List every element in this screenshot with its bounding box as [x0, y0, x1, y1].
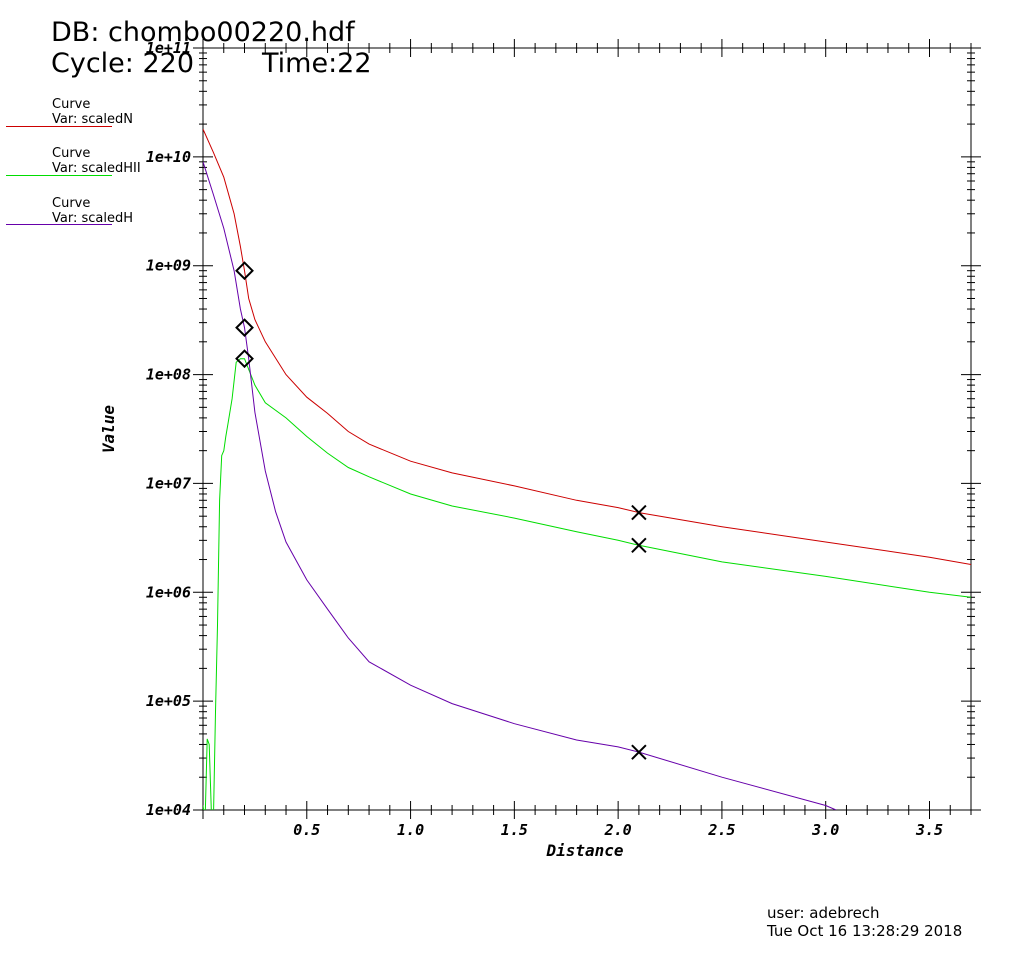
- x-tick-label: 2.0: [604, 821, 632, 839]
- x-tick-label: 1.0: [397, 821, 424, 839]
- footer-date: Tue Oct 16 13:28:29 2018: [767, 922, 963, 940]
- y-tick-label: 1e+11: [146, 39, 191, 57]
- curve-scaledHII: [203, 358, 971, 810]
- curve-scaledN: [203, 128, 971, 565]
- time-label: Time:22: [262, 48, 372, 79]
- start-marker-scaledHII: [235, 349, 254, 369]
- end-marker-scaledH: [631, 744, 647, 760]
- end-marker-scaledN: [631, 504, 647, 521]
- legend-var-scaledH: Var: scaledH: [52, 211, 134, 226]
- curves: [203, 128, 971, 810]
- legend-swatch-scaledHII: [6, 175, 112, 176]
- x-axis-title: Distance: [545, 841, 623, 860]
- legend-var-scaledN: Var: scaledN: [52, 112, 133, 127]
- x-tick-label: 1.5: [501, 821, 528, 839]
- y-tick-label: 1e+07: [146, 474, 191, 492]
- start-marker-scaledH: [235, 318, 254, 338]
- curve-markers: [235, 261, 647, 760]
- footer-user: user: adebrech: [767, 904, 880, 922]
- axis-tick-labels: 0.5 1.0 1.5 2.0 2.5 3.0 3.5 1e+04 1e+05 1e+06 1e+0…: [146, 39, 943, 839]
- y-tick-label: 1e+04: [146, 801, 191, 819]
- cycle-label: Cycle: 220: [51, 48, 195, 79]
- y-tick-label: 1e+08: [146, 366, 191, 384]
- plot-frame: [202, 47, 972, 811]
- legend-var-scaledHII: Var: scaledHII: [52, 161, 141, 176]
- x-tick-label: 0.5: [293, 821, 320, 839]
- legend-kind-scaledHII: Curve: [52, 146, 91, 161]
- y-tick-label: 1e+05: [146, 692, 191, 710]
- legend-swatch-scaledN: [6, 126, 112, 127]
- start-marker-scaledN: [235, 261, 254, 281]
- curve-scaledH: [203, 161, 837, 810]
- y-tick-label: 1e+09: [146, 257, 191, 275]
- y-tick-label: 1e+10: [146, 148, 191, 166]
- y-tick-label: 1e+06: [146, 583, 191, 601]
- x-tick-label: 3.5: [915, 821, 943, 839]
- legend-kind-scaledH: Curve: [52, 196, 91, 211]
- end-marker-scaledHII: [631, 537, 647, 554]
- y-axis-title: Value: [99, 405, 118, 454]
- x-tick-label: 2.5: [707, 821, 735, 839]
- legend-kind-scaledN: Curve: [52, 97, 91, 112]
- database-title: DB: chombo00220.hdf: [51, 17, 355, 48]
- x-tick-label: 3.0: [811, 821, 839, 839]
- legend-swatch-scaledH: [6, 224, 112, 225]
- axis-ticks: [193, 39, 981, 819]
